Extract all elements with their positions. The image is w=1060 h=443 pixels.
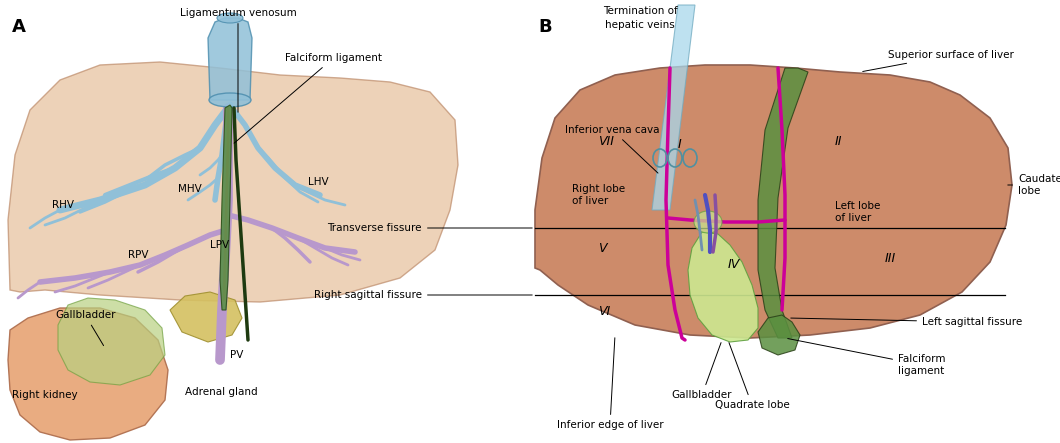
Polygon shape: [8, 308, 167, 440]
Polygon shape: [170, 292, 242, 342]
Polygon shape: [758, 68, 808, 338]
Text: III: III: [885, 252, 897, 265]
Polygon shape: [8, 62, 458, 302]
Text: MHV: MHV: [178, 184, 201, 194]
Text: Ligamentum venosum: Ligamentum venosum: [179, 8, 297, 112]
Text: LHV: LHV: [308, 177, 329, 187]
Text: II: II: [835, 135, 843, 148]
Text: IV: IV: [728, 258, 740, 271]
Ellipse shape: [694, 211, 722, 233]
Polygon shape: [758, 315, 800, 355]
Text: V: V: [598, 242, 606, 255]
Text: Inferior edge of liver: Inferior edge of liver: [556, 338, 664, 430]
Text: Falciform ligament: Falciform ligament: [234, 53, 382, 143]
Text: I: I: [678, 138, 682, 151]
Text: Left lobe
of liver: Left lobe of liver: [835, 201, 881, 223]
Text: Inferior vena cava: Inferior vena cava: [565, 125, 659, 173]
Polygon shape: [220, 105, 232, 310]
Text: Left sagittal fissure: Left sagittal fissure: [791, 317, 1022, 327]
Text: VII: VII: [598, 135, 614, 148]
Text: Right kidney: Right kidney: [12, 390, 77, 400]
Text: hepatic veins: hepatic veins: [605, 20, 675, 30]
Text: LPV: LPV: [210, 240, 229, 250]
Polygon shape: [208, 18, 252, 100]
Ellipse shape: [217, 13, 243, 23]
Text: PV: PV: [230, 350, 244, 360]
Text: Right lobe
of liver: Right lobe of liver: [572, 184, 625, 206]
Polygon shape: [58, 298, 165, 385]
Polygon shape: [652, 5, 695, 210]
Ellipse shape: [209, 93, 251, 107]
Text: Gallbladder: Gallbladder: [672, 342, 732, 400]
Text: Caudate
lobe: Caudate lobe: [1008, 174, 1060, 196]
Text: Right sagittal fissure: Right sagittal fissure: [314, 290, 532, 300]
Text: Gallbladder: Gallbladder: [55, 310, 116, 346]
Text: Adrenal gland: Adrenal gland: [186, 387, 258, 397]
Text: Superior surface of liver: Superior surface of liver: [863, 50, 1013, 71]
Text: RPV: RPV: [128, 250, 148, 260]
Text: Transverse fissure: Transverse fissure: [328, 223, 532, 233]
Text: VI: VI: [598, 305, 611, 318]
Text: RHV: RHV: [52, 200, 74, 210]
Text: Quadrate lobe: Quadrate lobe: [714, 342, 790, 410]
Text: Termination of: Termination of: [603, 6, 677, 16]
Polygon shape: [688, 232, 758, 342]
Text: B: B: [538, 18, 551, 36]
Text: Falciform
ligament: Falciform ligament: [788, 338, 946, 376]
Text: A: A: [12, 18, 25, 36]
Polygon shape: [535, 65, 1012, 338]
